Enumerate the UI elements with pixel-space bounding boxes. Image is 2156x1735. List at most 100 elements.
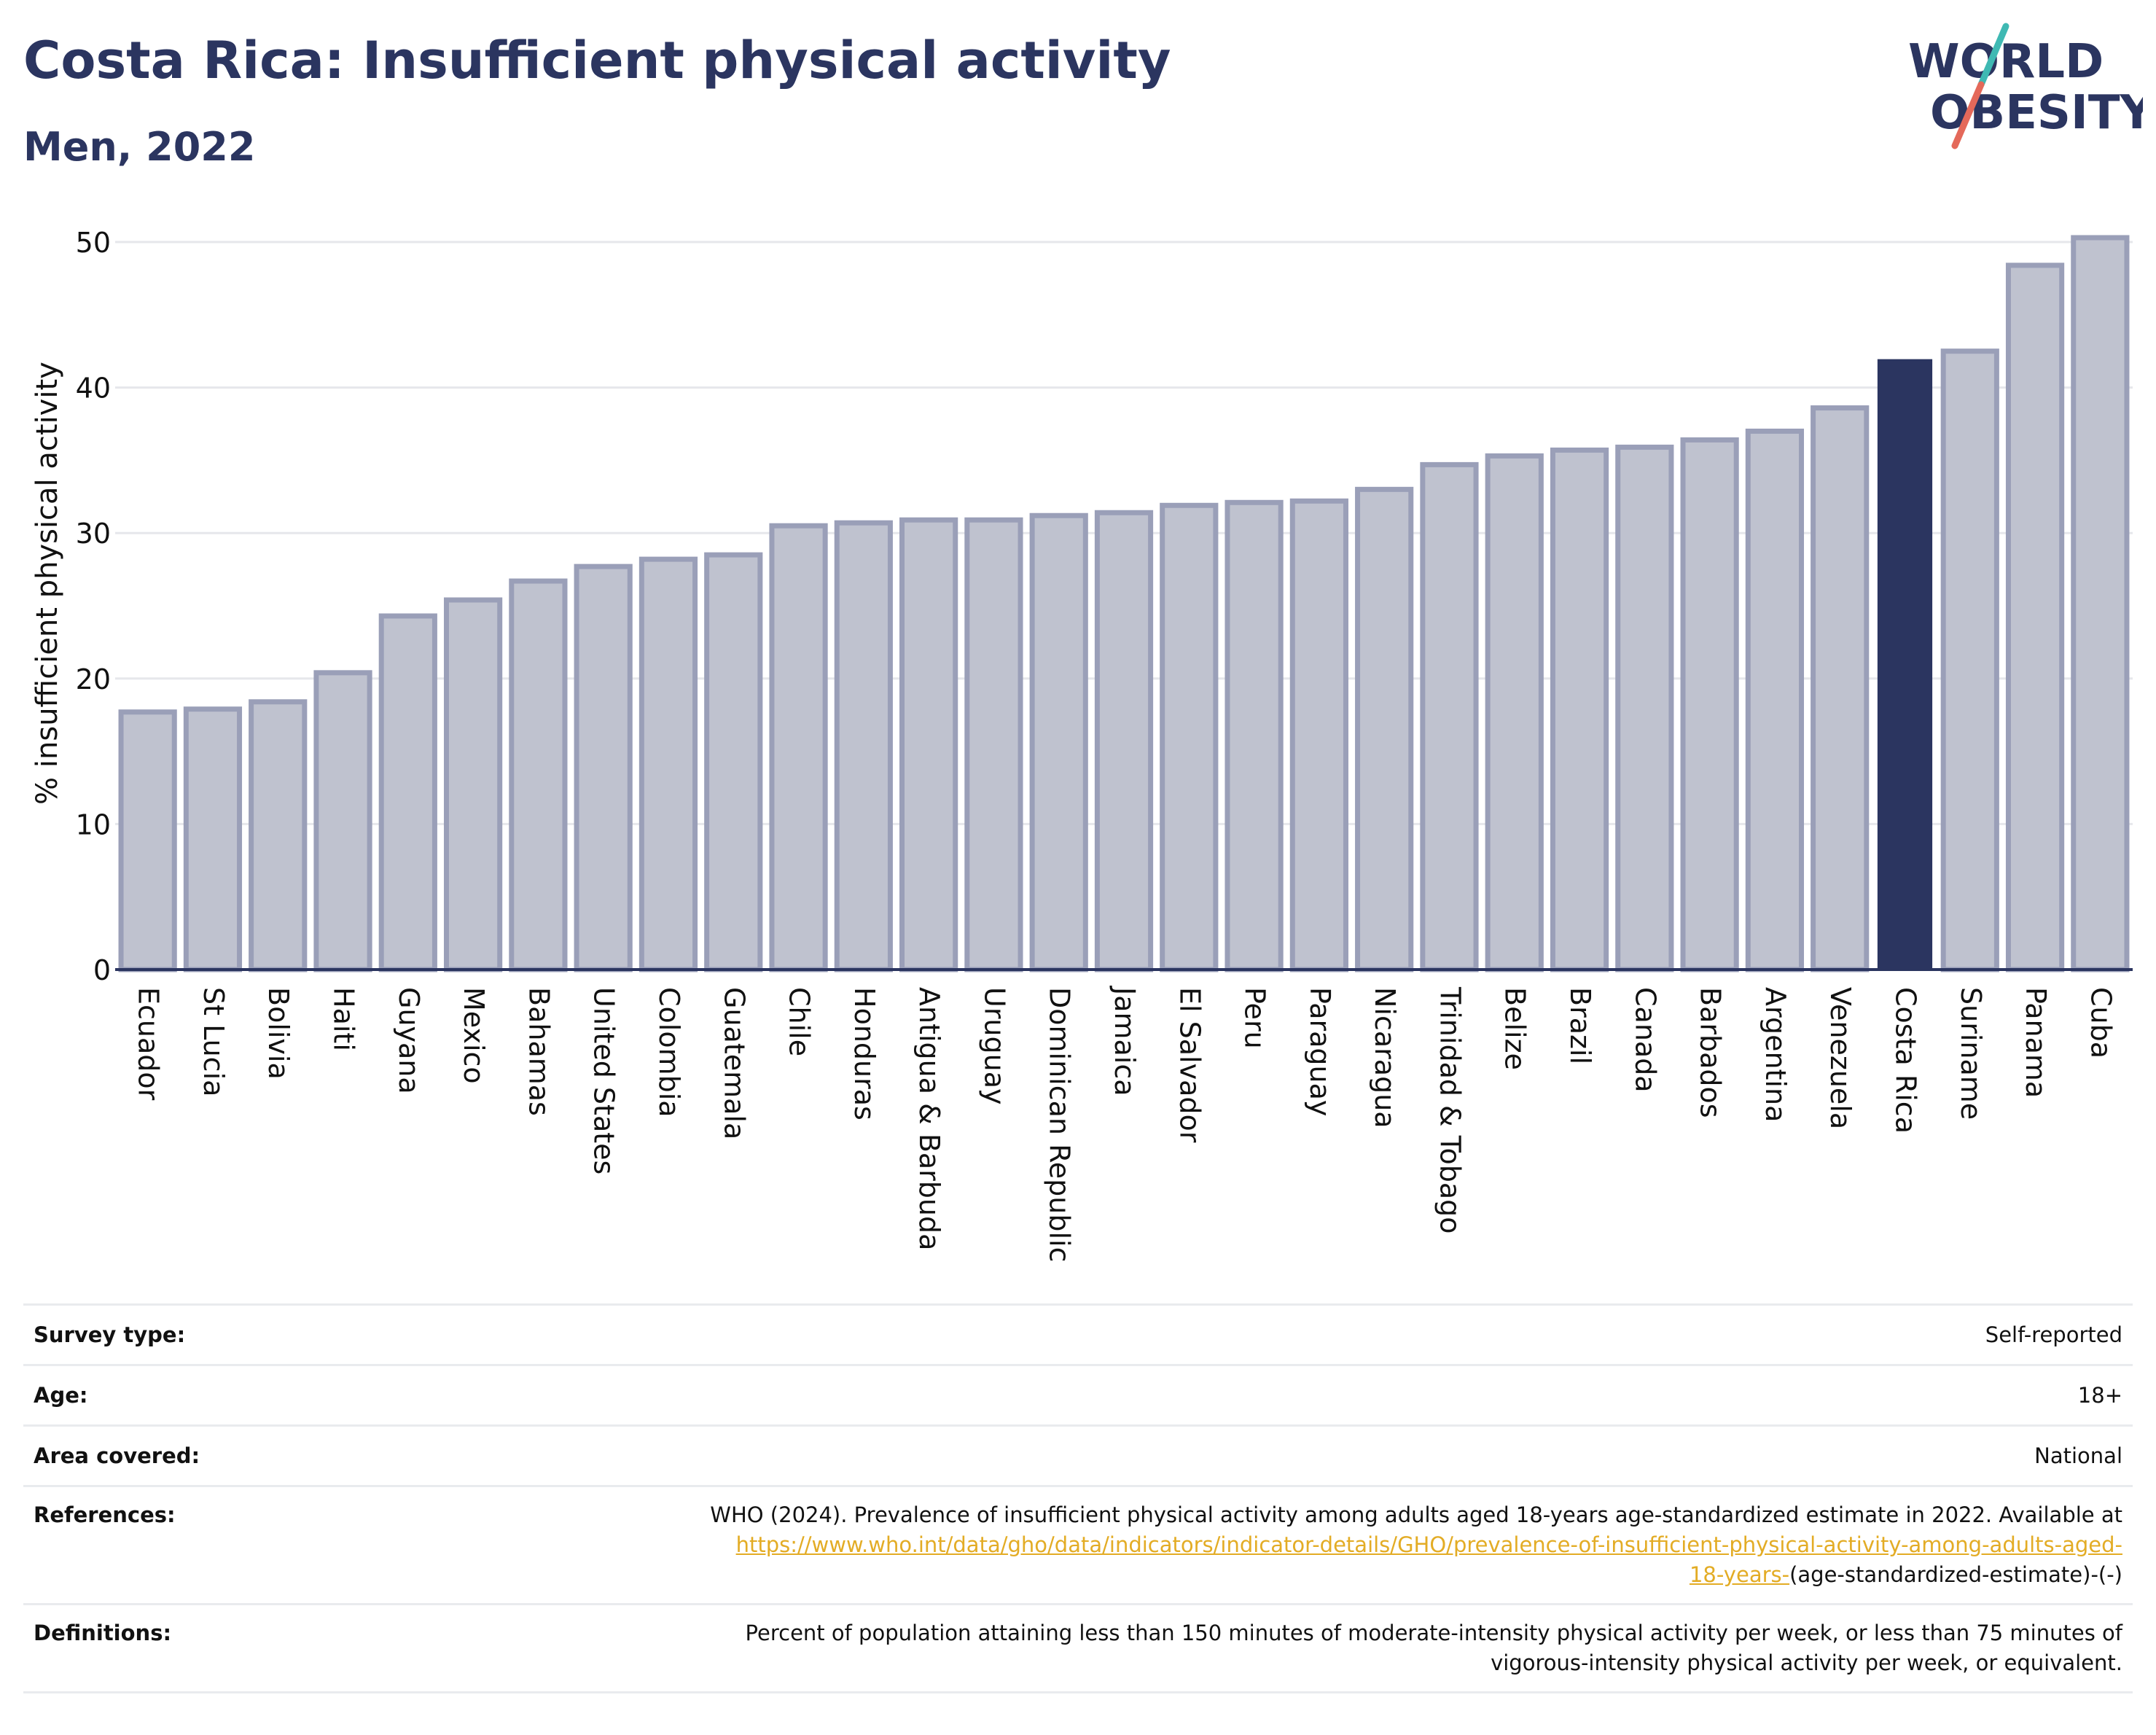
x-tick-label: Argentina [1759,987,1792,1122]
bar [704,552,763,972]
bar [1745,428,1805,972]
definitions-label: Definitions: [23,1603,325,1693]
x-tick-label: Guatemala [718,987,750,1139]
bar [574,564,633,972]
x-tick-label: Belize [1499,987,1531,1070]
x-tick-label: Uruguay [978,987,1010,1105]
x-tick-label: Panama [2020,987,2052,1098]
references-link[interactable]: https://www.who.int/data/gho/data/indica… [735,1532,2122,1557]
bar [1029,512,1088,972]
bar-chart: 0 10 20 30 40 50 Ecuador St Lucia Bolivia Haiti G… [31,227,2133,1262]
bar [313,670,372,972]
area-label: Area covered: [23,1424,325,1486]
definitions-value: Percent of population attaining less tha… [325,1603,2133,1693]
world-obesity-logo: WORLD OBESITY [1908,23,2143,149]
bar [638,556,698,972]
bar [1094,510,1154,972]
x-tick-label: Bolivia [262,987,294,1080]
x-tick-label: Chile [784,987,816,1056]
x-tick-label: Barbados [1695,987,1727,1118]
references-value: WHO (2024). Prevalence of insufficient p… [325,1485,2133,1605]
y-tick-label: 20 [76,663,111,695]
x-tick-label: Suriname [1955,987,1987,1120]
x-tick-label: Costa Rica [1889,987,1921,1134]
x-tick-label: Cuba [2085,987,2117,1058]
x-tick-label: Brazil [1564,987,1596,1064]
references-tail: (age-standardized-estimate)-(-) [1789,1562,2122,1587]
x-tick-label: Honduras [848,987,880,1120]
logo-line1: WORLD [1908,35,2104,89]
x-tick-label: Canada [1629,987,1661,1093]
y-tick-label: 40 [76,373,111,405]
info-row-references: References: WHO (2024). Prevalence of in… [23,1485,2133,1605]
x-tick-label: Antigua & Barbuda [913,987,945,1250]
info-row-survey-type: Survey type: Self-reported [23,1303,2133,1365]
x-tick-label: St Lucia [198,987,230,1096]
bar [2005,262,2065,972]
x-tick-label: Mexico [458,987,490,1084]
bar [1289,498,1348,972]
y-axis-label: % insufficient physical activity [31,362,64,805]
x-tick-label: Jamaica [1109,986,1141,1096]
page-title: Costa Rica: Insufficient physical activi… [23,31,1171,90]
bar [964,517,1023,972]
bar [769,523,828,972]
y-axis-ticks: 0 10 20 30 40 50 [76,227,111,986]
x-tick-label: Nicaragua [1369,987,1401,1128]
x-tick-label: United States [588,987,620,1174]
x-axis-ticks: Ecuador St Lucia Bolivia Haiti Guyana Mexico B… [133,986,2117,1262]
survey-type-label: Survey type: [23,1303,325,1365]
x-tick-label: Venezuela [1824,987,1856,1129]
bars [118,235,2130,972]
x-tick-label: Haiti [328,987,360,1051]
info-table: Survey type: Self-reported Age: 18+ Area… [23,1303,2133,1693]
bar [1160,502,1219,972]
definitions-line1: Percent of population attaining less tha… [745,1621,2122,1645]
x-tick-label: Guyana [393,987,425,1094]
y-tick-label: 50 [76,227,111,259]
bar [378,613,437,972]
bar [443,597,503,972]
references-link-cont[interactable]: 18-years- [1689,1562,1790,1587]
y-tick-label: 0 [93,954,111,986]
bar [899,517,958,972]
bar [834,520,893,972]
age-value: 18+ [325,1364,2133,1426]
info-row-definitions: Definitions: Percent of population attai… [23,1603,2133,1693]
x-tick-label: Dominican Republic [1044,987,1076,1262]
bar [1420,461,1479,972]
x-tick-label: El Salvador [1173,987,1206,1143]
logo-slash-coral [1951,81,1985,149]
x-tick-label: Ecuador [133,987,165,1101]
x-tick-label: Peru [1239,987,1271,1049]
bar-highlight [1877,359,1933,970]
survey-type-value: Self-reported [325,1303,2133,1365]
y-tick-label: 10 [76,808,111,841]
bar [1811,405,1870,972]
x-tick-label: Colombia [653,987,685,1118]
bar [249,699,308,972]
info-row-age: Age: 18+ [23,1364,2133,1426]
bar [1225,499,1284,972]
x-tick-label: Paraguay [1304,987,1336,1116]
bar [1485,453,1544,972]
y-tick-label: 30 [76,518,111,550]
x-tick-label: Trinidad & Tobago [1434,986,1466,1234]
bar [1940,348,1999,972]
references-label: References: [23,1485,325,1605]
references-text: WHO (2024). Prevalence of insufficient p… [710,1502,2122,1527]
bar [1615,444,1674,972]
x-tick-label: Bahamas [523,987,555,1116]
bar [1355,486,1414,972]
bar [118,709,177,972]
logo-slash-teal [1977,23,2009,88]
bar [2071,235,2130,972]
bar [1550,447,1609,972]
page-subtitle: Men, 2022 [23,124,256,170]
age-label: Age: [23,1364,325,1426]
bar [1680,437,1739,972]
bar [509,578,568,972]
area-value: National [325,1424,2133,1486]
bar [183,706,243,972]
definitions-line2: vigorous-intensity physical activity per… [1491,1650,2122,1675]
